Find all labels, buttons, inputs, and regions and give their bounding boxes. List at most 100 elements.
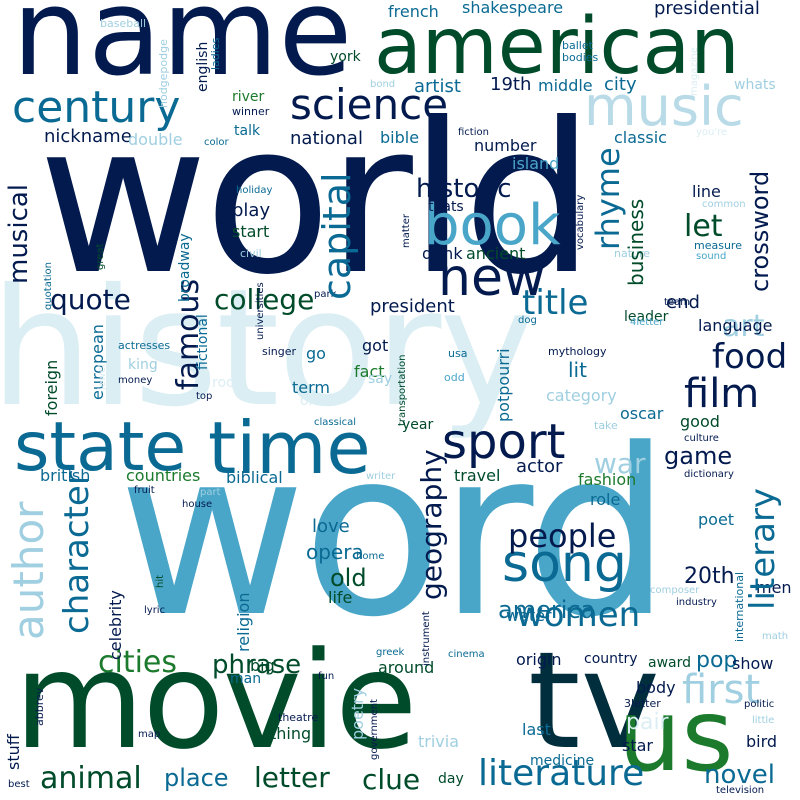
word-us: us — [618, 677, 734, 794]
word-state: state — [14, 408, 187, 487]
word-history: history — [0, 255, 535, 443]
word-classic: classic — [614, 128, 667, 147]
word-medicine: medicine — [530, 753, 595, 769]
word-food: food — [712, 337, 788, 377]
word-love: love — [312, 516, 350, 537]
word-language: language — [698, 316, 773, 335]
word-day: day — [438, 771, 464, 787]
word-top: top — [196, 391, 213, 402]
word-say: say — [368, 371, 393, 387]
word-ladies: ladies — [209, 37, 222, 70]
word-game: game — [664, 442, 733, 470]
word-men: men — [756, 578, 792, 597]
word-vocabulary: vocabulary — [575, 194, 586, 250]
word-dog: dog — [518, 315, 537, 326]
word-sound: sound — [696, 251, 727, 262]
word-instrument: instrument — [421, 611, 432, 666]
word-country: country — [584, 651, 638, 667]
word-oscar: oscar — [620, 404, 664, 423]
word-whats: whats — [734, 77, 776, 93]
word-time: time — [208, 406, 371, 490]
word-end: end — [666, 292, 700, 313]
word-play: play — [232, 200, 271, 221]
word-river: river — [232, 89, 265, 105]
word-fiction: fiction — [458, 127, 489, 138]
word-bible: bible — [380, 128, 420, 147]
word-poetry: poetry — [348, 687, 367, 740]
word-line: line — [692, 182, 721, 201]
word-pair: pair — [626, 710, 669, 735]
word-youre: you're — [696, 127, 728, 138]
word-word: word — [118, 401, 671, 668]
word-cinema: cinema — [448, 649, 485, 660]
word-award: award — [648, 655, 692, 671]
word-pop: pop — [696, 648, 738, 673]
word-city: city — [604, 74, 637, 95]
word-hit: hit — [155, 574, 166, 588]
word-people: people — [508, 517, 617, 555]
word-common: common — [702, 199, 746, 210]
word-foreign: foreign — [42, 359, 61, 416]
word-historic: historic — [416, 174, 512, 204]
word-actor: actor — [516, 456, 563, 477]
word-origin: origin — [516, 650, 562, 669]
word-capital: capital — [315, 172, 359, 300]
word-math: math — [762, 631, 789, 642]
word-man: man — [230, 671, 262, 687]
word-title: title — [522, 283, 589, 323]
word-abbrev: abbrev — [33, 687, 46, 726]
word-color: color — [204, 137, 229, 148]
word-leader: leader — [624, 309, 669, 325]
word-english: english — [195, 41, 211, 92]
word-america: america — [498, 596, 596, 624]
word-role: role — [590, 490, 621, 509]
word-civil: civil — [240, 247, 262, 260]
word-writer: writer — [366, 471, 396, 482]
word-rhyme: rhyme — [589, 147, 627, 250]
word-science: science — [290, 80, 449, 129]
word-show: show — [732, 654, 774, 673]
word-novel: novel — [704, 760, 775, 790]
word-team: team — [664, 297, 690, 308]
word-map: map — [138, 729, 161, 740]
word-music: music — [584, 75, 744, 138]
word-greek: greek — [376, 647, 405, 658]
word-world: world — [38, 79, 595, 321]
word-shakespeare: shakespeare — [462, 0, 564, 17]
word-musical: musical — [4, 183, 34, 284]
word-actresses: actresses — [118, 339, 171, 352]
word-classical: classical — [314, 417, 357, 428]
word-geography: geography — [415, 449, 448, 600]
word-take: take — [594, 419, 618, 432]
word-nature: nature — [614, 247, 651, 260]
word-book: book — [424, 193, 561, 258]
word-fashion: fashion — [578, 470, 637, 489]
word-first: first — [682, 667, 761, 713]
word-religion: religion — [234, 592, 253, 653]
word-art: art — [722, 309, 765, 344]
word-composer: composer — [650, 585, 700, 596]
word-british: british — [40, 466, 91, 485]
word-ancient: ancient — [466, 244, 526, 263]
word-nickname: nickname — [44, 126, 132, 147]
word-college: college — [214, 283, 315, 316]
word-singer: singer — [262, 345, 297, 358]
word-president: president — [370, 296, 455, 317]
word-mythology: mythology — [548, 345, 607, 358]
word-character: character — [57, 471, 97, 634]
word-song: song — [502, 534, 627, 594]
word-winner: winner — [232, 105, 270, 118]
word-lit: lit — [568, 358, 587, 382]
word-money: money — [118, 375, 153, 386]
word-culture: culture — [684, 433, 719, 444]
word-star: star — [622, 736, 653, 755]
word-term: term — [292, 378, 330, 397]
word-biblical: biblical — [226, 468, 283, 487]
word-park: park — [314, 289, 337, 300]
word-transportation: transportation — [397, 354, 408, 427]
word-19th: 19th — [490, 74, 532, 95]
word-politic: politic — [744, 699, 775, 710]
word-television: television — [716, 785, 765, 796]
word-one: one — [300, 393, 327, 409]
